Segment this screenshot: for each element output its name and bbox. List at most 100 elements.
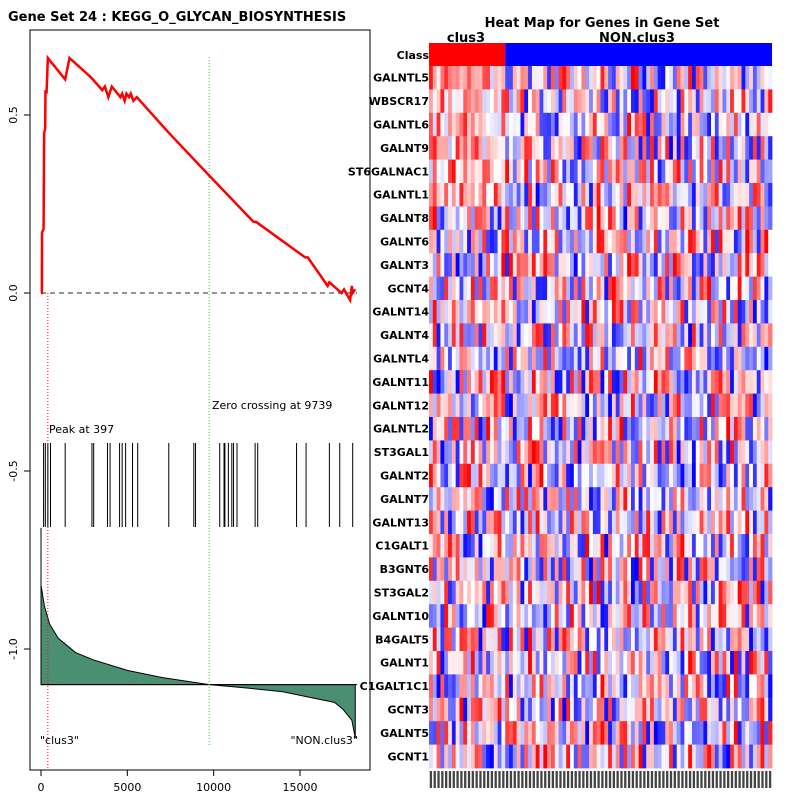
- heatmap-cell: [646, 253, 650, 277]
- heatmap-cell: [753, 511, 757, 535]
- heatmap-cell: [517, 745, 521, 769]
- heatmap-cell: [520, 440, 524, 464]
- heatmap-cell: [730, 581, 734, 605]
- heatmap-cell: [620, 394, 624, 418]
- heatmap-cell: [730, 440, 734, 464]
- heatmap-cell: [509, 370, 513, 394]
- heatmap-cell: [719, 277, 723, 301]
- heatmap-cell: [589, 394, 593, 418]
- heatmap-cell: [429, 628, 433, 652]
- heatmap-cell: [703, 440, 707, 464]
- heatmap-cell: [540, 651, 544, 675]
- sample-id-label: [632, 771, 634, 788]
- heatmap-cell: [715, 534, 719, 558]
- heatmap-cell: [696, 66, 700, 90]
- heatmap-cell: [677, 323, 681, 347]
- heatmap-cell: [433, 534, 437, 558]
- heatmap-cell: [620, 511, 624, 535]
- heatmap-cell: [753, 89, 757, 113]
- heatmap-cell: [570, 230, 574, 254]
- heatmap-cell: [501, 370, 505, 394]
- heatmap-cell: [742, 253, 746, 277]
- heatmap-cell: [620, 347, 624, 371]
- heatmap-cell: [444, 721, 448, 745]
- heatmap-cell: [520, 417, 524, 441]
- heatmap-cell: [681, 651, 685, 675]
- heatmap-cell: [540, 440, 544, 464]
- heatmap-cell: [471, 440, 475, 464]
- heatmap-cell: [654, 581, 658, 605]
- heatmap-cell: [738, 721, 742, 745]
- heatmap-cell: [658, 113, 662, 137]
- heatmap-cell: [433, 487, 437, 511]
- heatmap-cell: [578, 604, 582, 628]
- heatmap-cell: [486, 628, 490, 652]
- heatmap-cell: [745, 183, 749, 207]
- heatmap-cell: [719, 721, 723, 745]
- heatmap-cell: [703, 394, 707, 418]
- heatmap-cell: [444, 253, 448, 277]
- heatmap-cell: [764, 628, 768, 652]
- heatmap-cell: [448, 183, 452, 207]
- heatmap-cell: [726, 511, 730, 535]
- heatmap-cell: [642, 417, 646, 441]
- heatmap-cell: [559, 651, 563, 675]
- heatmap-cell: [650, 745, 654, 769]
- heatmap-cell: [562, 674, 566, 698]
- heatmap-cell: [696, 136, 700, 160]
- heatmap-cell: [581, 89, 585, 113]
- heatmap-cell: [642, 230, 646, 254]
- heatmap-cell: [616, 534, 620, 558]
- heatmap-cell: [498, 417, 502, 441]
- heatmap-cell: [471, 628, 475, 652]
- heatmap-cell: [578, 160, 582, 184]
- heatmap-cell: [532, 417, 536, 441]
- heatmap-cell: [555, 464, 559, 488]
- heatmap-cell: [456, 534, 460, 558]
- heatmap-cell: [635, 370, 639, 394]
- gene-label: GALNTL6: [373, 119, 429, 132]
- heatmap-cell: [479, 347, 483, 371]
- heatmap-cell: [616, 160, 620, 184]
- heatmap-cell: [513, 66, 517, 90]
- heatmap-cell: [639, 487, 643, 511]
- heatmap-cell: [498, 206, 502, 230]
- heatmap-cell: [562, 113, 566, 137]
- heatmap-cell: [536, 721, 540, 745]
- heatmap-cell: [623, 113, 627, 137]
- heatmap-cell: [669, 300, 673, 324]
- heatmap-cell: [463, 464, 467, 488]
- heatmap-cell: [562, 323, 566, 347]
- sample-id-label: [617, 771, 619, 788]
- heatmap-cell: [639, 511, 643, 535]
- heatmap-cell: [498, 183, 502, 207]
- heatmap-cell: [757, 440, 761, 464]
- heatmap-cell: [631, 581, 635, 605]
- heatmap-cell: [700, 160, 704, 184]
- heatmap-cell: [627, 277, 631, 301]
- heatmap-cell: [665, 230, 669, 254]
- heatmap-cell: [768, 604, 772, 628]
- heatmap-cell: [745, 136, 749, 160]
- heatmap-cell: [616, 347, 620, 371]
- heatmap-cell: [684, 253, 688, 277]
- heatmap-cell: [509, 534, 513, 558]
- heatmap-cell: [467, 651, 471, 675]
- heatmap-cell: [688, 534, 692, 558]
- x-tick-label: 0: [38, 781, 45, 794]
- heatmap-cell: [639, 323, 643, 347]
- heatmap-cell: [536, 745, 540, 769]
- heatmap-cell: [749, 394, 753, 418]
- heatmap-cell: [688, 230, 692, 254]
- heatmap-cell: [631, 160, 635, 184]
- gene-label: GALNT6: [380, 236, 429, 249]
- sample-id-label: [628, 771, 630, 788]
- heatmap-cell: [593, 253, 597, 277]
- heatmap-cell: [726, 183, 730, 207]
- heatmap-cell: [574, 534, 578, 558]
- heatmap-cell: [749, 581, 753, 605]
- heatmap-cell: [517, 628, 521, 652]
- heatmap-cell: [547, 206, 551, 230]
- heatmap-cell: [761, 698, 765, 722]
- heatmap-cell: [551, 651, 555, 675]
